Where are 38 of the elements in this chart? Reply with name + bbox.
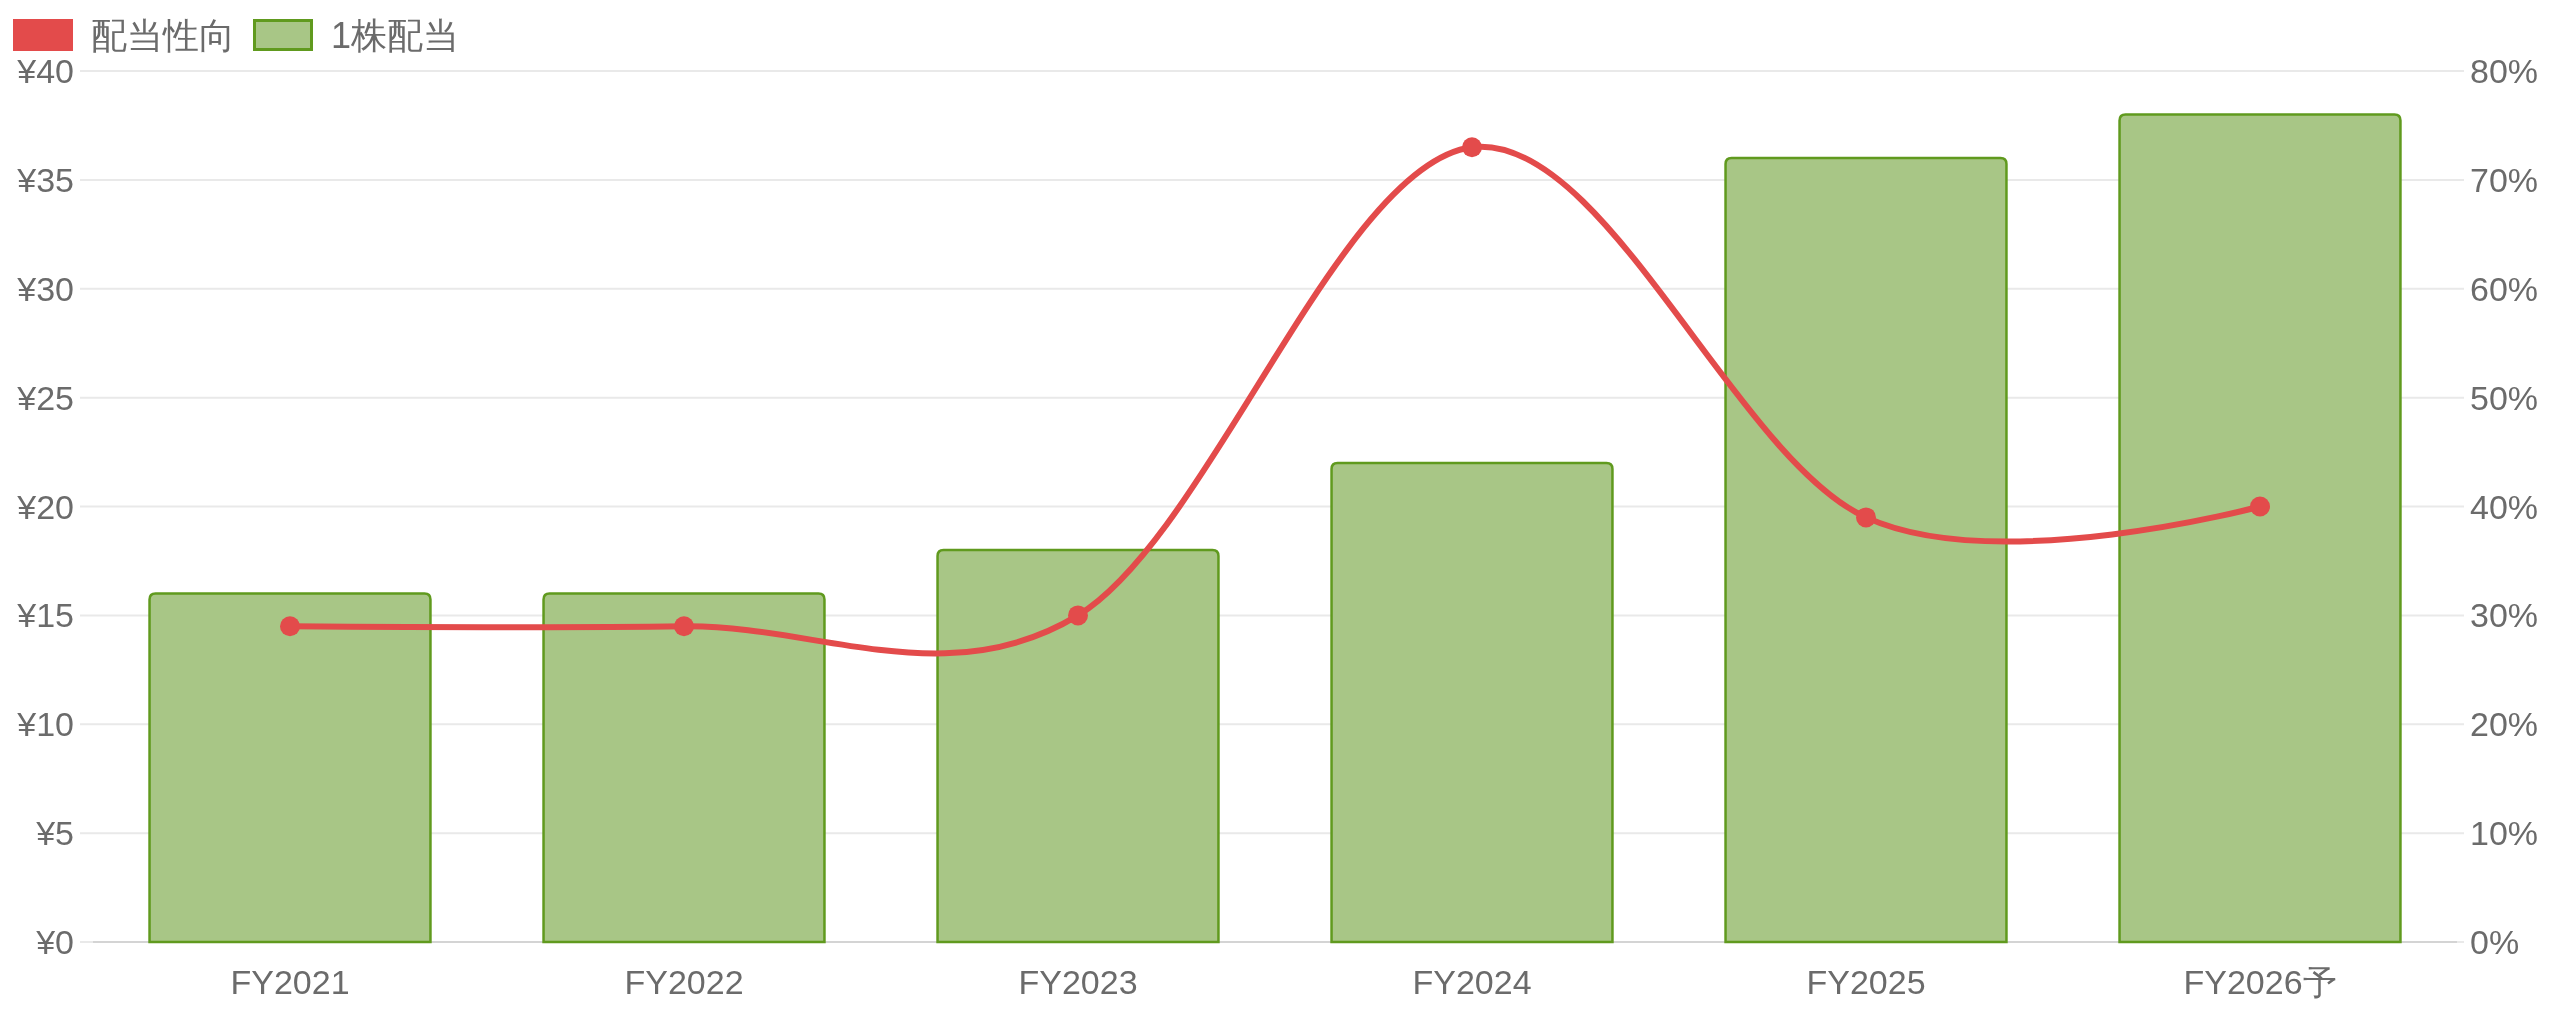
y-tick-label: ¥25 <box>16 378 74 417</box>
bar <box>1724 156 2008 944</box>
bar <box>936 548 1220 944</box>
point <box>674 616 694 637</box>
y-tick-label: ¥30 <box>16 269 74 308</box>
y-tick-label: ¥40 <box>16 52 74 90</box>
bar <box>148 592 432 944</box>
point <box>1068 605 1088 626</box>
y2-tick-label: 10% <box>2470 814 2539 853</box>
y2-tick-label: 80% <box>2470 52 2539 90</box>
y2-tick-label: 20% <box>2470 705 2539 744</box>
x-tick-label: FY2023 <box>1018 963 1138 1001</box>
bar <box>2118 113 2402 944</box>
x-tick-label: FY2024 <box>1412 963 1532 1001</box>
legend-label: 配当性向 <box>91 14 235 56</box>
bar <box>1330 461 1614 944</box>
point <box>2250 496 2270 517</box>
y-tick-label: ¥15 <box>16 596 74 635</box>
y-tick-label: ¥5 <box>35 814 74 853</box>
y2-tick-label: 50% <box>2470 378 2539 417</box>
y-tick-label: ¥10 <box>16 705 74 744</box>
point <box>1856 507 1876 528</box>
point <box>1462 137 1482 158</box>
y-tick-label: ¥0 <box>35 923 74 961</box>
x-tick-label: FY2022 <box>624 963 744 1001</box>
y2-tick-label: 60% <box>2470 269 2539 308</box>
point <box>280 616 300 637</box>
x-tick-label: FY2025 <box>1806 963 1926 1001</box>
y-tick-label: ¥20 <box>16 487 74 526</box>
y2-tick-label: 30% <box>2470 596 2539 635</box>
bar <box>542 592 826 944</box>
legend-label: 1株配当 <box>331 14 460 56</box>
y2-tick-label: 0% <box>2470 923 2520 961</box>
y2-tick-label: 40% <box>2470 487 2539 526</box>
x-tick-label: FY2021 <box>230 963 350 1001</box>
y2-tick-label: 70% <box>2470 160 2539 199</box>
y-tick-label: ¥35 <box>16 160 74 199</box>
x-tick-label: FY2026予 <box>2183 963 2337 1001</box>
